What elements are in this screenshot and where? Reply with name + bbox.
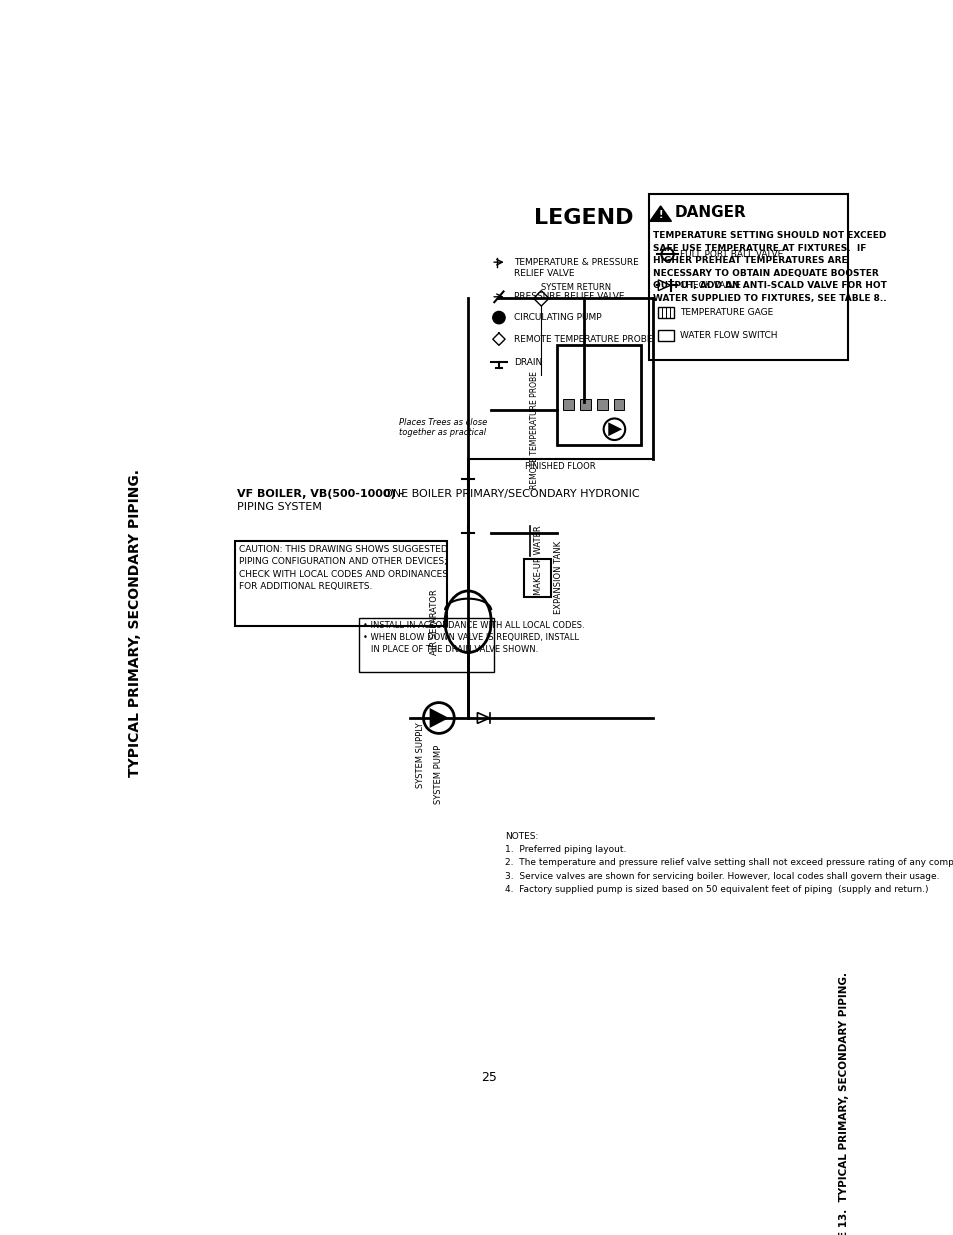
Text: ONE BOILER PRIMARY/SECONDARY HYDRONIC: ONE BOILER PRIMARY/SECONDARY HYDRONIC [237, 489, 639, 499]
Text: NOTES:
1.  Preferred piping layout.
2.  The temperature and pressure relief valv: NOTES: 1. Preferred piping layout. 2. Th… [504, 832, 953, 894]
Text: TEMPERATURE GAGE: TEMPERATURE GAGE [679, 308, 772, 316]
Text: FINISHED FLOOR: FINISHED FLOOR [525, 462, 596, 472]
Bar [658, 306, 673, 317]
Bar [613, 399, 624, 410]
Text: FIGURE 13.  TYPICAL PRIMARY, SECONDARY PIPING.: FIGURE 13. TYPICAL PRIMARY, SECONDARY PI… [838, 972, 848, 1235]
Polygon shape [608, 422, 621, 436]
Bar [648, 194, 847, 359]
Text: WATER FLOW SWITCH: WATER FLOW SWITCH [679, 331, 777, 340]
Bar [562, 399, 573, 410]
Text: PRESSURE RELIEF VALVE: PRESSURE RELIEF VALVE [514, 293, 624, 301]
Text: CAUTION: THIS DRAWING SHOWS SUGGESTED
PIPING CONFIGURATION AND OTHER DEVICES;
CH: CAUTION: THIS DRAWING SHOWS SUGGESTED PI… [239, 545, 448, 592]
Bar [658, 330, 673, 341]
Text: Places Trees as close
together as practical: Places Trees as close together as practi… [398, 417, 487, 437]
Text: DANGER: DANGER [674, 205, 745, 220]
Text: REMOTE TEMPERATURE PROBE: REMOTE TEMPERATURE PROBE [514, 335, 652, 343]
Text: FULL PORT BALL VALVE: FULL PORT BALL VALVE [679, 249, 782, 259]
Text: REMOTE TEMPERATURE PROBE: REMOTE TEMPERATURE PROBE [530, 372, 538, 489]
Text: LEGEND: LEGEND [534, 209, 633, 228]
Text: SYSTEM SUPPLY: SYSTEM SUPPLY [416, 721, 424, 788]
Bar [596, 399, 607, 410]
Text: SYSTEM PUMP: SYSTEM PUMP [434, 745, 443, 804]
Polygon shape [649, 206, 671, 221]
Text: SYSTEM RETURN: SYSTEM RETURN [540, 283, 610, 293]
Text: AIR SEPARATOR: AIR SEPARATOR [430, 589, 438, 655]
Text: EXPANSION TANK: EXPANSION TANK [554, 541, 563, 615]
Text: DRAIN: DRAIN [514, 358, 542, 367]
Text: • INSTALL IN ACCORDANCE WITH ALL LOCAL CODES.
• WHEN BLOW DOWN VALVE IS REQUIRED: • INSTALL IN ACCORDANCE WITH ALL LOCAL C… [363, 621, 584, 653]
Bar [557, 345, 640, 445]
Text: CIRCULATING PUMP: CIRCULATING PUMP [514, 314, 601, 322]
Text: TYPICAL PRIMARY, SECONDARY PIPING.: TYPICAL PRIMARY, SECONDARY PIPING. [129, 469, 142, 777]
Text: PIPING SYSTEM: PIPING SYSTEM [237, 503, 322, 513]
Bar [523, 558, 551, 597]
Bar [234, 541, 446, 626]
Circle shape [493, 311, 504, 324]
Polygon shape [429, 708, 449, 727]
Text: VF BOILER, VB(500-1000) -: VF BOILER, VB(500-1000) - [237, 489, 404, 499]
Bar [358, 618, 493, 672]
Text: MAKE-UP WATER: MAKE-UP WATER [533, 526, 542, 595]
Bar [579, 399, 590, 410]
Text: !: ! [658, 210, 662, 220]
Text: CHECK VALVE: CHECK VALVE [679, 280, 740, 290]
Text: TEMPERATURE & PRESSURE
RELIEF VALVE: TEMPERATURE & PRESSURE RELIEF VALVE [514, 258, 639, 278]
Text: 25: 25 [480, 1071, 497, 1083]
Text: TEMPERATURE SETTING SHOULD NOT EXCEED
SAFE USE TEMPERATURE AT FIXTURES.  IF
HIGH: TEMPERATURE SETTING SHOULD NOT EXCEED SA… [652, 231, 886, 303]
